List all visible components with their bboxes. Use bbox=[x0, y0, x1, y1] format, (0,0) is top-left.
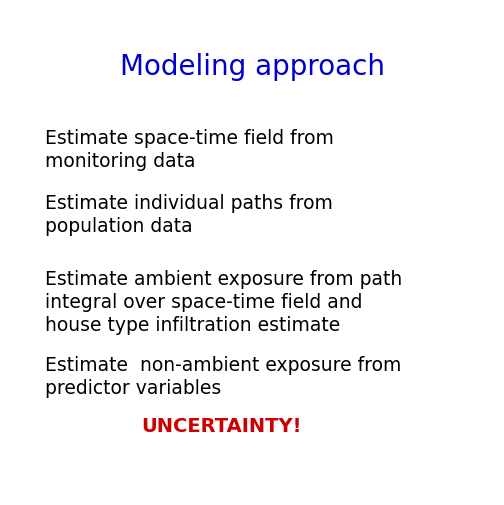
Text: Estimate space-time field from
monitoring data: Estimate space-time field from monitorin… bbox=[45, 129, 334, 171]
Text: Modeling approach: Modeling approach bbox=[119, 53, 385, 81]
Text: UNCERTAINTY!: UNCERTAINTY! bbox=[142, 417, 302, 436]
Text: Estimate ambient exposure from path
integral over space-time field and
house typ: Estimate ambient exposure from path inte… bbox=[45, 270, 403, 335]
Text: Estimate individual paths from
population data: Estimate individual paths from populatio… bbox=[45, 194, 333, 236]
Text: Estimate  non-ambient exposure from
predictor variables: Estimate non-ambient exposure from predi… bbox=[45, 356, 402, 398]
